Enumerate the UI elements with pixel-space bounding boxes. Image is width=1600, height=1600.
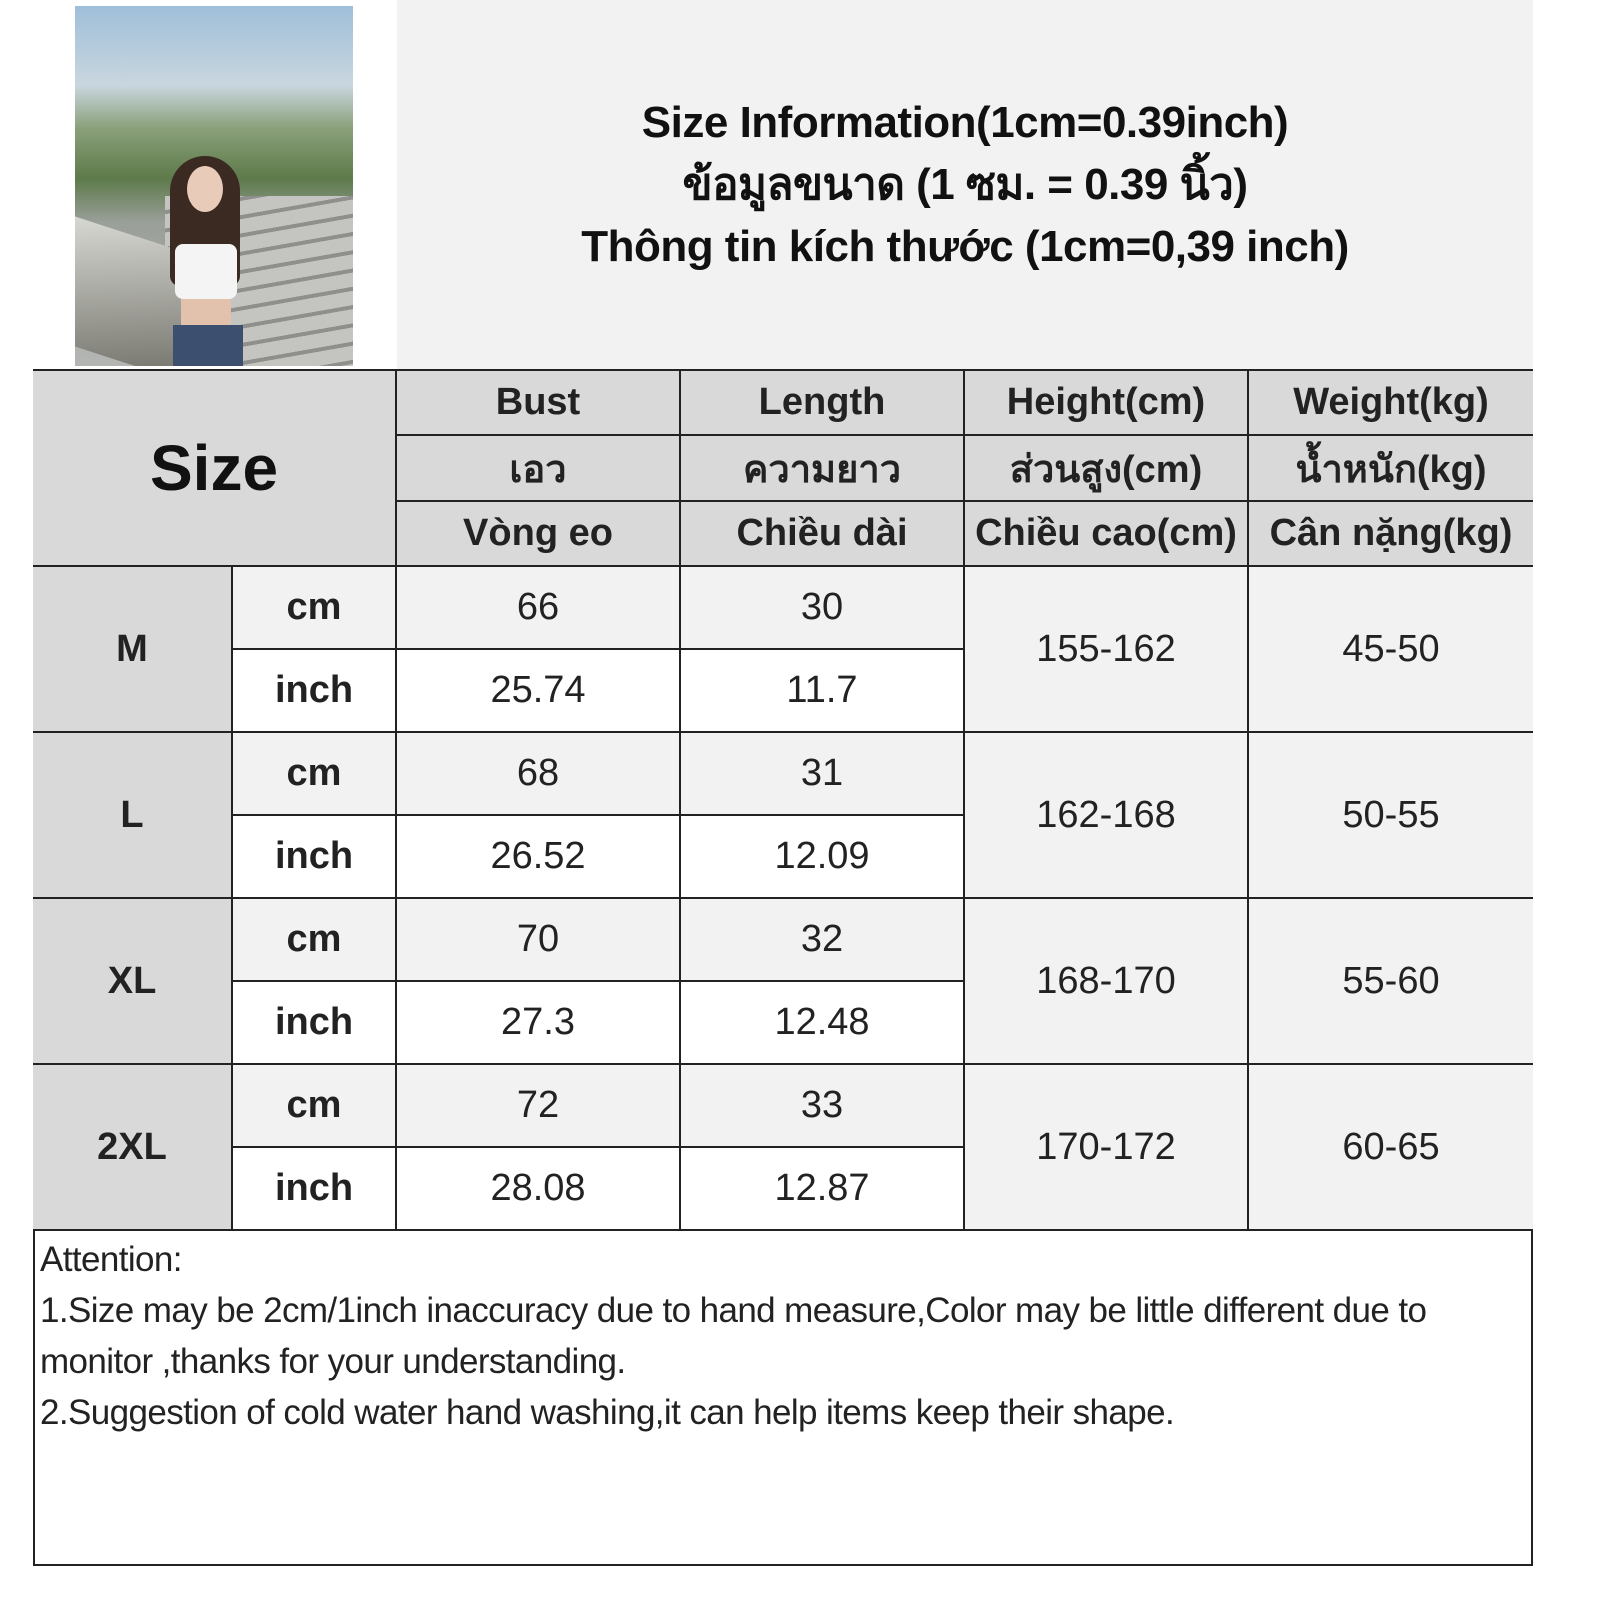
title-thai: ข้อมูลขนาด (1 ซม. = 0.39 นิ้ว) bbox=[682, 159, 1248, 209]
unit-cm: cm bbox=[233, 733, 397, 816]
length-cm-value: 32 bbox=[681, 899, 965, 982]
unit-inch: inch bbox=[233, 816, 397, 899]
notes-heading: Attention: bbox=[40, 1240, 182, 1279]
height-range: 155-162 bbox=[965, 567, 1249, 733]
weight-range: 60-65 bbox=[1249, 1065, 1533, 1231]
column-header-vi: Vòng eo bbox=[397, 502, 681, 567]
model-jeans bbox=[173, 325, 243, 366]
weight-range: 55-60 bbox=[1249, 899, 1533, 1065]
column-header-en: Length bbox=[681, 371, 965, 436]
title-vietnamese: Thông tin kích thước (1cm=0,39 inch) bbox=[581, 221, 1349, 271]
length-cm-value: 30 bbox=[681, 567, 965, 650]
model-waist bbox=[181, 299, 231, 325]
bust-cm-value: 66 bbox=[397, 567, 681, 650]
model-top bbox=[175, 244, 237, 299]
bust-cm-value: 68 bbox=[397, 733, 681, 816]
model-photo bbox=[75, 6, 353, 366]
size-label: L bbox=[33, 733, 233, 899]
height-range: 168-170 bbox=[965, 899, 1249, 1065]
length-inch-value: 11.7 bbox=[681, 650, 965, 733]
bust-inch-value: 28.08 bbox=[397, 1148, 681, 1231]
note-item: 2.Suggestion of cold water hand washing,… bbox=[40, 1393, 1175, 1432]
column-header-vi: Chiều cao(cm) bbox=[965, 502, 1249, 567]
length-cm-value: 33 bbox=[681, 1065, 965, 1148]
size-label: 2XL bbox=[33, 1065, 233, 1231]
notes: Attention: 1.Size may be 2cm/1inch inacc… bbox=[40, 1234, 1528, 1438]
column-header-vi: Chiều dài bbox=[681, 502, 965, 567]
unit-inch: inch bbox=[233, 982, 397, 1065]
bust-inch-value: 25.74 bbox=[397, 650, 681, 733]
bust-inch-value: 27.3 bbox=[397, 982, 681, 1065]
length-cm-value: 31 bbox=[681, 733, 965, 816]
unit-cm: cm bbox=[233, 899, 397, 982]
column-header-en: Weight(kg) bbox=[1249, 371, 1533, 436]
column-header-vi: Cân nặng(kg) bbox=[1249, 502, 1533, 567]
height-range: 162-168 bbox=[965, 733, 1249, 899]
size-label: XL bbox=[33, 899, 233, 1065]
unit-inch: inch bbox=[233, 650, 397, 733]
column-header-th: ส่วนสูง(cm) bbox=[965, 436, 1249, 502]
title-cell: Size Information(1cm=0.39inch) ข้อมูลขนา… bbox=[397, 0, 1533, 369]
unit-inch: inch bbox=[233, 1148, 397, 1231]
column-header-en: Bust bbox=[397, 371, 681, 436]
length-inch-value: 12.09 bbox=[681, 816, 965, 899]
size-label: M bbox=[33, 567, 233, 733]
bust-inch-value: 26.52 bbox=[397, 816, 681, 899]
column-header-th: น้ำหนัก(kg) bbox=[1249, 436, 1533, 502]
chart-header: Size Information(1cm=0.39inch) ข้อมูลขนา… bbox=[33, 0, 1533, 371]
column-header-en: Height(cm) bbox=[965, 371, 1249, 436]
weight-range: 45-50 bbox=[1249, 567, 1533, 733]
column-header-th: เอว bbox=[397, 436, 681, 502]
height-range: 170-172 bbox=[965, 1065, 1249, 1231]
note-item: 1.Size may be 2cm/1inch inaccuracy due t… bbox=[40, 1291, 1427, 1381]
unit-cm: cm bbox=[233, 567, 397, 650]
model-face bbox=[187, 166, 223, 212]
bust-cm-value: 72 bbox=[397, 1065, 681, 1148]
column-header-th: ความยาว bbox=[681, 436, 965, 502]
length-inch-value: 12.48 bbox=[681, 982, 965, 1065]
size-header: Size bbox=[33, 371, 397, 567]
title-english: Size Information(1cm=0.39inch) bbox=[641, 97, 1289, 147]
length-inch-value: 12.87 bbox=[681, 1148, 965, 1231]
size-table: Size Bust เอว Vòng eo Length ความยาว Chiều dà… bbox=[33, 371, 1533, 1231]
photo-cell bbox=[33, 0, 399, 369]
bust-cm-value: 70 bbox=[397, 899, 681, 982]
unit-cm: cm bbox=[233, 1065, 397, 1148]
weight-range: 50-55 bbox=[1249, 733, 1533, 899]
